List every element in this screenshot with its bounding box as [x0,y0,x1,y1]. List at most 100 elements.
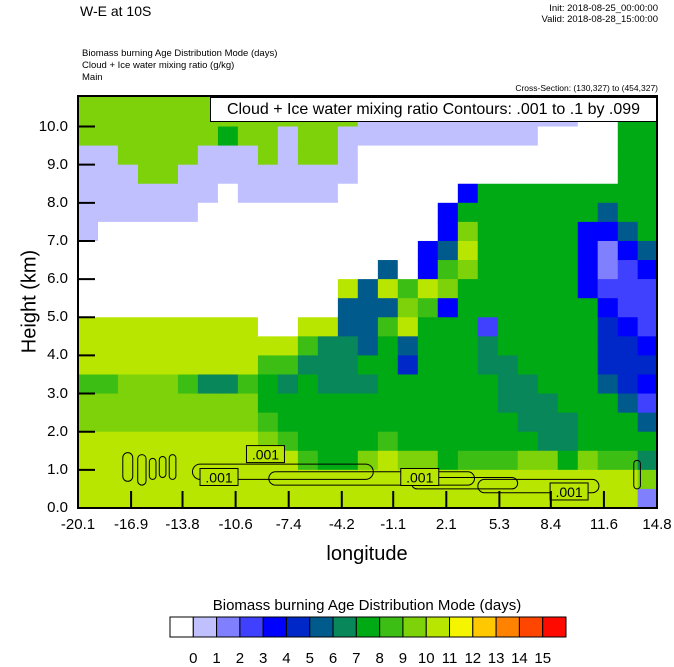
heatmap-cell [317,336,339,357]
y-tick-label: 7.0 [47,231,68,249]
heatmap-cell [157,412,179,433]
heatmap-cell [477,393,499,414]
heatmap-cell [177,374,199,395]
heatmap-cell [137,96,159,109]
heatmap-cell [317,164,339,185]
heatmap-cell [377,183,399,204]
colorbar-label: 5 [305,650,314,667]
heatmap-cell [137,260,159,280]
contour-line [633,459,641,490]
heatmap-cell [497,126,519,147]
heatmap-cell [78,374,99,395]
heatmap-cell [197,336,219,357]
heatmap-cell [637,488,657,508]
heatmap-cell [397,431,419,452]
subtitle-run: Main [82,72,103,83]
heatmap-cell [78,240,99,261]
heatmap-cell [557,202,579,223]
heatmap-cell [78,298,99,318]
heatmap-cell [197,374,219,395]
heatmap-cell [597,469,619,490]
heatmap-cell [457,279,479,299]
colorbar-label: 6 [328,650,338,667]
heatmap-cell [397,355,419,376]
heatmap-cell [137,488,159,508]
heatmap-cell [257,412,279,433]
heatmap-cell [297,126,319,147]
heatmap-cell [477,126,499,147]
heatmap-cell [357,488,379,508]
heatmap-cell [577,298,599,318]
heatmap-cell [537,374,559,395]
y-tick-label: 4.0 [47,346,68,364]
heatmap-cell [517,355,539,376]
heatmap-cell [377,279,399,299]
heatmap-cell [357,145,379,166]
heatmap-cell [617,469,639,490]
y-tick-label: 0.0 [47,499,68,516]
heatmap-cell [257,126,279,147]
contour-line [268,471,476,486]
heatmap-cell [457,412,479,433]
heatmap-cell [237,488,259,508]
heatmap-cell [577,260,599,280]
contour-label: .001 [205,469,232,485]
heatmap-cell [417,374,439,395]
heatmap-cell [597,355,619,376]
heatmap-cell [237,374,259,395]
heatmap-cell [157,450,179,471]
heatmap-cell [437,298,459,318]
x-tick-label: 2.1 [435,516,457,533]
heatmap-cell [477,355,499,376]
heatmap-cell [137,355,159,376]
heatmap-cell [517,202,539,223]
heatmap-cell [617,355,639,376]
heatmap-cell [617,279,639,299]
heatmap-cell [197,164,219,185]
heatmap-cell [117,469,139,490]
heatmap-cell [437,183,459,204]
heatmap-cell [557,126,579,147]
heatmap-cell [157,279,179,299]
heatmap-cell [217,298,239,318]
heatmap-cell [277,164,299,185]
colorbar-swatch [402,616,427,638]
heatmap-cell [317,317,339,337]
heatmap-cell [577,393,599,414]
heatmap-cell [237,183,259,204]
heatmap-cell [377,450,399,471]
heatmap-cell [537,240,559,261]
heatmap-cell [377,393,399,414]
heatmap-cell [357,412,379,433]
heatmap-cell [317,412,339,433]
heatmap-cell [457,393,479,414]
heatmap-cell [217,450,239,471]
x-tick-label: -1.1 [380,516,407,533]
heatmap-cell [78,412,99,433]
heatmap-cell [557,355,579,376]
heatmap-cell [357,260,379,280]
heatmap-cell [357,469,379,490]
heatmap-cell [137,107,159,128]
heatmap-cell [117,488,139,508]
heatmap-cell [497,240,519,261]
heatmap-cell [78,450,99,471]
heatmap-cell [297,279,319,299]
heatmap-cell [377,221,399,242]
heatmap-cell [117,298,139,318]
heatmap-cell [217,202,239,223]
heatmap-cell [177,126,199,147]
colorbar-label: 7 [352,650,361,667]
heatmap-cell [177,450,199,471]
colorbar-swatch [472,616,497,638]
heatmap-cell [177,240,199,261]
y-tick-label: 3.0 [47,384,68,402]
heatmap-cell [477,202,499,223]
heatmap-cell [397,412,419,433]
heatmap-cell [117,355,139,376]
colorbar-label: 9 [398,650,408,667]
heatmap-cell [577,336,599,357]
colorbar-label: 3 [259,650,268,667]
heatmap-cell [497,298,519,318]
heatmap-cell [537,317,559,337]
